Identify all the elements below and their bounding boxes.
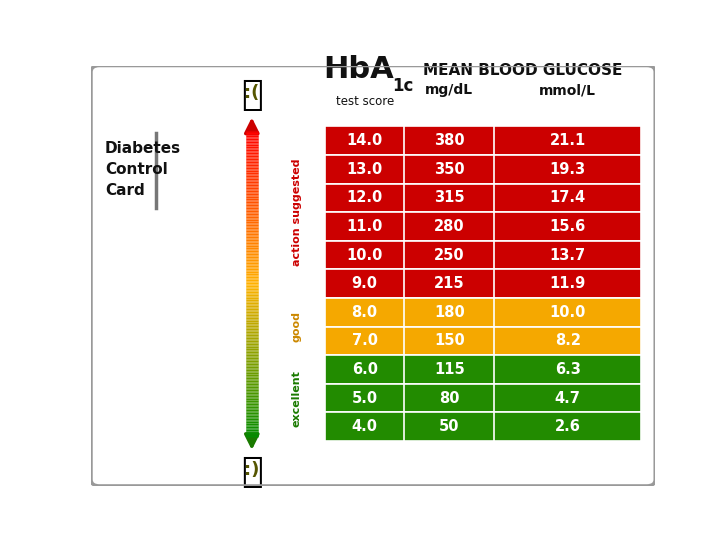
Text: 🙂: 🙂: [241, 455, 263, 489]
Bar: [325, 212, 641, 241]
Bar: [325, 183, 641, 212]
Bar: [325, 384, 641, 412]
Text: 13.0: 13.0: [347, 162, 383, 177]
Text: 115: 115: [434, 362, 464, 377]
Text: 21.1: 21.1: [550, 133, 586, 149]
Bar: [325, 269, 641, 298]
Text: 8.2: 8.2: [555, 334, 581, 348]
Text: 6.0: 6.0: [352, 362, 378, 377]
Text: 17.4: 17.4: [550, 191, 586, 205]
Text: 10.0: 10.0: [347, 248, 383, 263]
Text: 19.3: 19.3: [550, 162, 586, 177]
Text: 280: 280: [434, 219, 464, 234]
Text: 50: 50: [439, 419, 459, 434]
Text: 4.7: 4.7: [555, 390, 581, 406]
Text: 80: 80: [439, 390, 459, 406]
Text: 180: 180: [434, 305, 464, 320]
Text: mg/dL: mg/dL: [425, 83, 473, 97]
Text: 150: 150: [434, 334, 464, 348]
Text: 9.0: 9.0: [352, 276, 378, 291]
Bar: [325, 412, 641, 441]
Text: 8.0: 8.0: [352, 305, 378, 320]
Text: 6.3: 6.3: [555, 362, 581, 377]
Text: test score: test score: [336, 94, 394, 108]
Text: 350: 350: [434, 162, 464, 177]
Text: Diabetes
Control
Card: Diabetes Control Card: [105, 141, 181, 198]
Text: :(: :(: [244, 84, 259, 102]
Text: action suggested: action suggested: [292, 158, 302, 266]
Text: 🙁: 🙁: [241, 78, 263, 112]
Bar: [325, 241, 641, 269]
Text: 12.0: 12.0: [347, 191, 383, 205]
Text: 11.0: 11.0: [347, 219, 383, 234]
Text: 1c: 1c: [392, 77, 413, 95]
Text: :): :): [244, 461, 259, 479]
Bar: [325, 355, 641, 384]
Text: MEAN BLOOD GLUCOSE: MEAN BLOOD GLUCOSE: [423, 63, 622, 78]
Text: 215: 215: [434, 276, 464, 291]
Text: 13.7: 13.7: [550, 248, 586, 263]
Text: 5.0: 5.0: [352, 390, 378, 406]
Text: HbA: HbA: [324, 56, 395, 85]
Text: excellent: excellent: [292, 370, 302, 426]
Text: 315: 315: [434, 191, 464, 205]
Bar: [325, 327, 641, 355]
Text: 4.0: 4.0: [352, 419, 378, 434]
Text: 7.0: 7.0: [352, 334, 378, 348]
Text: 250: 250: [434, 248, 464, 263]
Text: 11.9: 11.9: [550, 276, 586, 291]
Bar: [325, 298, 641, 327]
Text: 2.6: 2.6: [555, 419, 581, 434]
Bar: [325, 127, 641, 155]
Text: 10.0: 10.0: [550, 305, 586, 320]
Bar: [325, 155, 641, 183]
Text: 14.0: 14.0: [347, 133, 383, 149]
Text: 15.6: 15.6: [550, 219, 586, 234]
Text: good: good: [292, 311, 302, 342]
Text: 380: 380: [434, 133, 464, 149]
Text: mmol/L: mmol/L: [539, 83, 596, 97]
